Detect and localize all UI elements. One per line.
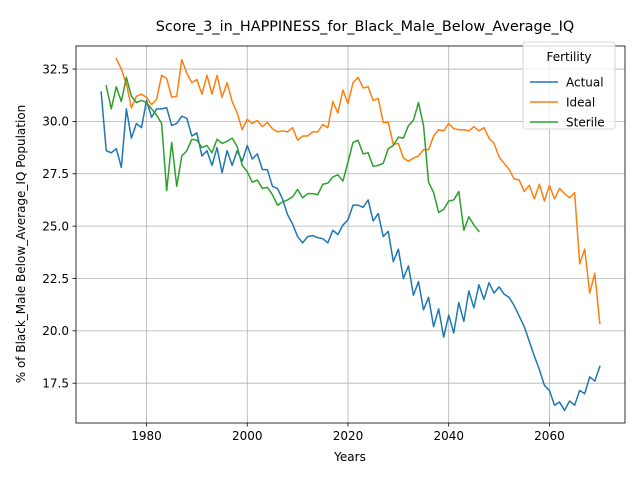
y-tick-label: 32.5 xyxy=(42,62,69,76)
x-tick-label: 2060 xyxy=(534,429,565,443)
y-tick-label: 20.0 xyxy=(42,324,69,338)
series-line-ideal xyxy=(115,57,601,325)
series-lines xyxy=(100,57,601,412)
y-axis-label: % of Black_Male Below_Average_IQ Populat… xyxy=(14,105,28,384)
x-tick-label: 2040 xyxy=(433,429,464,443)
x-axis-label: Years xyxy=(333,450,366,464)
series-line-actual xyxy=(100,91,601,412)
x-axis-ticks: 1980 2000 2020 2040 2060 xyxy=(131,423,565,443)
legend-label-ideal: Ideal xyxy=(566,95,595,109)
y-tick-label: 22.5 xyxy=(42,272,69,286)
y-tick-label: 27.5 xyxy=(42,167,69,181)
x-tick-label: 1980 xyxy=(131,429,162,443)
legend-entries: Actual Ideal Sterile xyxy=(530,75,605,129)
legend-label-sterile: Sterile xyxy=(566,115,605,129)
plot-frame xyxy=(75,45,626,424)
y-tick-label: 17.5 xyxy=(42,377,69,391)
chart-title: Score_3_in_HAPPINESS_for_Black_Male_Belo… xyxy=(156,19,575,35)
y-tick-label: 30.0 xyxy=(42,115,69,129)
y-tick-label: 25.0 xyxy=(42,219,69,233)
legend-label-actual: Actual xyxy=(566,75,604,89)
y-axis-ticks: 17.5 20.0 22.5 25.0 27.5 30.0 32.5 xyxy=(42,62,76,391)
x-tick-label: 2020 xyxy=(333,429,364,443)
legend: Fertility Actual Ideal Sterile xyxy=(522,41,616,130)
legend-title: Fertility xyxy=(546,50,591,64)
legend-box xyxy=(522,41,616,130)
x-tick-label: 2000 xyxy=(232,429,263,443)
series-line-sterile xyxy=(105,76,480,233)
